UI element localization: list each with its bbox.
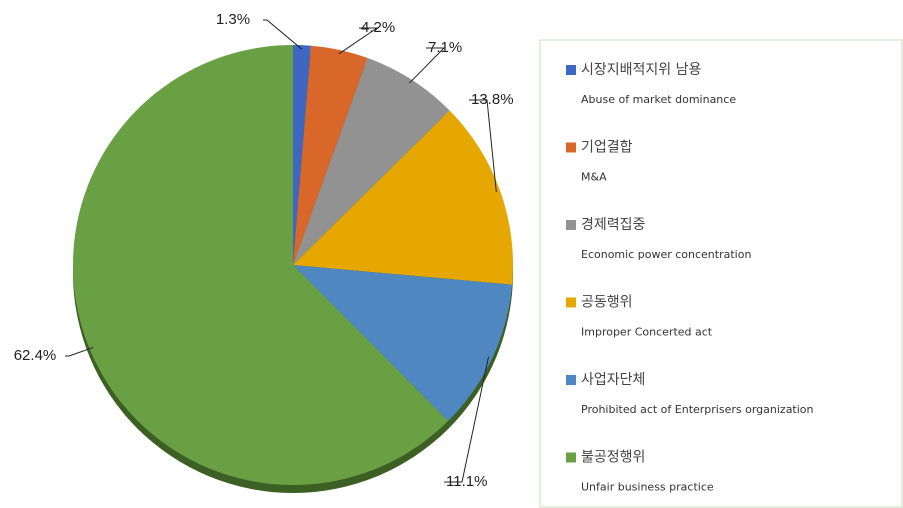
pie-slice (293, 265, 513, 421)
data-label: 13.8% (471, 91, 514, 108)
legend-swatch (566, 297, 576, 308)
data-label: 11.1% (446, 473, 487, 490)
data-label: 4.2% (361, 19, 395, 36)
data-label: 1.3% (216, 11, 250, 28)
legend-label: 불공정행위 (581, 450, 645, 466)
legend-swatch (566, 220, 576, 230)
legend-label: 경제력집중 (581, 217, 646, 233)
pie-slice (293, 45, 311, 265)
pie-slice (293, 110, 513, 285)
legend-label-en: Prohibited act of Enterprisers organizat… (581, 403, 814, 416)
legend-label-en: Abuse of market dominance (581, 93, 736, 106)
legend-label: 기업결합 (581, 140, 633, 156)
leader-line (338, 27, 379, 55)
legend-swatch (566, 142, 576, 153)
pie-slice (293, 45, 368, 266)
legend-label: 공동행위 (581, 295, 633, 311)
pie-slice (72, 45, 449, 485)
legend-swatch (566, 375, 576, 385)
legend-label-en: Economic power concentration (581, 248, 751, 261)
legend-label: 사업자단체 (581, 372, 645, 388)
data-label: 62.4% (14, 347, 57, 364)
legend-label: 시장지배적지위 남용 (581, 62, 701, 78)
leader-line (469, 99, 497, 193)
legend-label-en: M&A (581, 171, 607, 184)
legend-label-en: Improper Concerted act (581, 326, 713, 339)
leader-line (65, 346, 94, 357)
leader-line (263, 19, 303, 50)
leader-line (444, 356, 490, 483)
legend-label-en: Unfair business practice (581, 481, 714, 494)
legend-swatch (566, 65, 576, 75)
legend-box (539, 39, 903, 508)
leader-line (409, 47, 446, 84)
data-label: 7.1% (428, 39, 462, 56)
pie-slice (293, 58, 450, 266)
legend-swatch (566, 452, 576, 463)
